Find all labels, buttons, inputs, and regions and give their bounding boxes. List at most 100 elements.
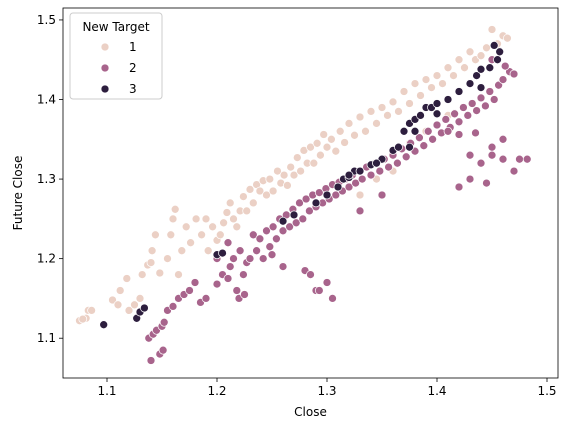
scatter-point-series-1 <box>449 71 458 80</box>
scatter-point-series-1 <box>168 214 178 224</box>
scatter-point-series-2 <box>314 188 324 197</box>
scatter-point-series-3 <box>405 142 414 152</box>
scatter-point-series-2 <box>232 286 242 295</box>
scatter-point-series-1 <box>319 130 329 139</box>
scatter-point-series-1 <box>146 258 156 267</box>
scatter-point-series-2 <box>252 246 261 256</box>
scatter-point-series-1 <box>503 33 512 43</box>
scatter-point-series-3 <box>454 87 464 96</box>
scatter-point-series-1 <box>377 103 387 112</box>
scatter-point-series-1 <box>383 111 392 120</box>
scatter-point-series-2 <box>255 234 265 244</box>
scatter-point-series-1 <box>283 181 292 190</box>
scatter-point-series-2 <box>355 206 365 216</box>
scatter-point-series-2 <box>344 182 354 192</box>
scatter-point-series-1 <box>268 186 278 196</box>
scatter-point-series-1 <box>242 206 252 216</box>
scatter-point-series-1 <box>186 238 195 248</box>
scatter-point-series-2 <box>384 162 393 172</box>
scatter-point-series-2 <box>285 222 294 232</box>
scatter-point-series-1 <box>388 97 398 107</box>
scatter-point-series-1 <box>208 222 217 232</box>
scatter-point-series-1 <box>122 274 132 283</box>
scatter-point-series-2 <box>267 250 277 260</box>
y-tick-label: 1.5 <box>37 13 56 27</box>
scatter-point-series-1 <box>191 214 201 224</box>
scatter-point-series-1 <box>229 214 238 224</box>
scatter-point-series-2 <box>265 242 275 252</box>
scatter-point-series-1 <box>248 198 258 208</box>
scatter-point-series-3 <box>394 142 403 152</box>
scatter-point-series-1 <box>163 254 172 263</box>
x-tick-label: 1.2 <box>207 384 226 398</box>
scatter-point-series-2 <box>500 61 510 71</box>
scatter-point-series-1 <box>108 295 117 305</box>
scatter-point-series-1 <box>170 204 180 214</box>
scatter-point-series-2 <box>225 262 235 271</box>
scatter-point-series-1 <box>130 300 139 310</box>
x-axis-ticks: 1.1 1.2 1.3 1.4 1.5 <box>97 378 557 398</box>
y-axis-ticks: 1.1 1.2 1.3 1.4 1.5 <box>37 13 63 345</box>
scatter-point-series-2 <box>278 262 288 271</box>
scatter-point-series-3 <box>322 190 332 200</box>
y-tick-label: 1.4 <box>37 93 56 107</box>
scatter-point-series-3 <box>410 126 420 136</box>
scatter-point-series-1 <box>322 142 332 152</box>
legend-label-3: 3 <box>129 82 137 96</box>
scatter-point-series-2 <box>159 317 169 327</box>
scatter-point-series-1 <box>147 246 157 256</box>
scatter-point-series-2 <box>168 302 178 311</box>
legend-label-1: 1 <box>129 40 137 54</box>
scatter-point-series-2 <box>476 158 486 168</box>
scatter-point-series-3 <box>218 248 227 258</box>
scatter-point-series-2 <box>278 226 288 236</box>
scatter-point-series-1 <box>174 270 183 279</box>
y-axis-label: Future Close <box>11 156 25 231</box>
scatter-point-series-1 <box>201 214 211 224</box>
scatter-point-series-1 <box>372 119 381 128</box>
legend-marker-3 <box>100 84 110 94</box>
scatter-point-series-1 <box>427 83 436 92</box>
scatter-point-series-1 <box>155 268 165 278</box>
scatter-point-series-3 <box>99 320 109 330</box>
scatter-point-series-2 <box>146 356 156 365</box>
scatter-point-series-2 <box>158 345 168 355</box>
scatter-point-series-3 <box>476 64 486 74</box>
scatter-point-series-2 <box>258 254 268 263</box>
scatter-point-series-1 <box>476 51 486 61</box>
scatter-point-series-1 <box>124 306 134 315</box>
legend-title: New Target <box>82 20 149 34</box>
scatter-point-series-2 <box>419 141 429 151</box>
scatter-point-series-2 <box>489 95 499 104</box>
scatter-point-series-1 <box>443 63 453 73</box>
scatter-point-series-2 <box>212 279 222 289</box>
scatter-point-series-3 <box>432 99 442 108</box>
scatter-point-series-2 <box>305 206 314 216</box>
scatter-point-series-2 <box>262 226 271 236</box>
scatter-point-series-1 <box>487 25 497 34</box>
scatter-point-series-1 <box>151 230 160 240</box>
scatter-point-series-2 <box>351 178 360 188</box>
scatter-point-series-2 <box>498 75 508 84</box>
scatter-point-series-2 <box>454 182 464 192</box>
scatter-point-series-1 <box>239 192 248 201</box>
scatter-point-series-2 <box>190 278 200 287</box>
scatter-point-series-1 <box>355 112 365 122</box>
scatter-point-series-2 <box>476 93 486 103</box>
y-tick-label: 1.2 <box>37 252 56 266</box>
scatter-point-series-2 <box>463 111 473 120</box>
scatter-point-series-2 <box>465 150 475 160</box>
scatter-point-series-1 <box>296 166 305 176</box>
scatter-point-series-1 <box>203 246 213 256</box>
scatter-point-series-1 <box>289 170 299 180</box>
scatter-point-series-3 <box>443 95 453 104</box>
scatter-point-series-1 <box>273 166 282 176</box>
legend: New Target 1 2 3 <box>69 12 163 100</box>
scatter-point-series-2 <box>322 278 332 287</box>
scatter-point-series-2 <box>481 101 490 111</box>
scatter-point-series-1 <box>215 230 225 240</box>
scatter-point-series-1 <box>355 190 365 200</box>
scatter-point-series-2 <box>248 230 258 240</box>
scatter-point-series-1 <box>421 75 431 84</box>
